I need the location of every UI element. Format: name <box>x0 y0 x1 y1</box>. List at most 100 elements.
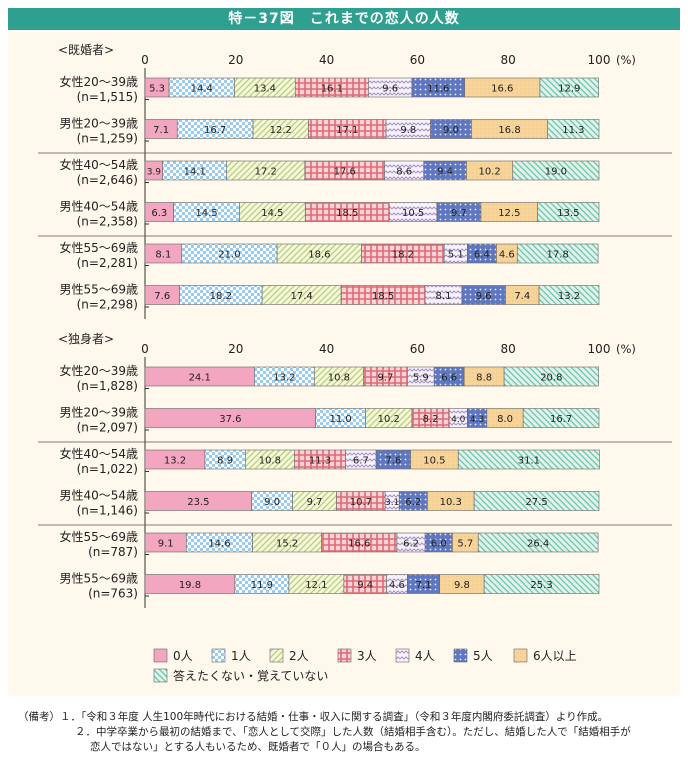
bar-data-label: 4.6 <box>389 580 405 591</box>
bar-data-label: 9.6 <box>382 84 398 95</box>
bar-data-label: 19.0 <box>545 167 567 178</box>
legend-swatch <box>513 648 528 663</box>
bar-data-label: 19.8 <box>179 580 201 591</box>
bar-data-label: 6.4 <box>474 250 490 261</box>
panel-label: <既婚者> <box>58 43 114 57</box>
bar-data-label: 6.2 <box>405 497 421 508</box>
row-n-label: (n=763) <box>88 587 138 601</box>
bar-data-label: 24.1 <box>189 373 211 384</box>
x-tick-label: 20 <box>228 53 243 67</box>
row-n-label: (n=1,828) <box>77 379 138 393</box>
bar-data-label: 9.8 <box>454 580 470 591</box>
bar-data-label: 9.6 <box>476 291 492 302</box>
bar-data-label: 16.7 <box>204 125 226 136</box>
bar-data-label: 3.1 <box>385 498 399 508</box>
bar-data-label: 10.3 <box>440 497 462 508</box>
x-tick-label: 80 <box>501 53 516 67</box>
bar-data-label: 14.5 <box>195 208 217 219</box>
bar-data-label: 16.1 <box>321 84 343 95</box>
bar-segment <box>539 77 599 98</box>
bar-data-label: 21.0 <box>218 250 240 261</box>
bar-data-label: 13.2 <box>164 456 186 467</box>
bar-data-label: 18.5 <box>372 291 394 302</box>
note-line-3: 恋人ではない」とする人もいるため、既婚者で「０人」の場合もある。 <box>90 741 426 753</box>
x-tick-label: 100 <box>588 342 611 356</box>
row-label: 女性20～39歳 <box>59 363 138 378</box>
bar-data-label: 11.3 <box>562 125 584 136</box>
bar-segment <box>512 160 600 181</box>
legend-label: 4人 <box>415 649 435 663</box>
bar-segment <box>473 491 600 511</box>
bar-data-label: 10.8 <box>259 456 281 467</box>
x-tick-label: 40 <box>319 342 334 356</box>
row-n-label: (n=2,298) <box>77 298 138 312</box>
bar-data-label: 6.0 <box>431 539 447 550</box>
legend-label: 答えたくない・覚えていない <box>173 668 328 683</box>
row-label: 女性55～69歳 <box>59 529 138 544</box>
bar-data-label: 4.6 <box>499 250 515 261</box>
bar-segment <box>547 119 600 139</box>
row-n-label: (n=2,281) <box>77 256 138 270</box>
bar-row: 女性40～54歳(n=2,646) 3.9 14.1 17.2 17.6 8.6 9.4 10… <box>59 157 600 187</box>
bar-data-label: 20.8 <box>540 373 562 384</box>
bar-data-label: 25.3 <box>530 580 552 591</box>
bar-row: 男性40～54歳(n=1,146) 23.5 9.0 9.7 10.7 3.1 6.2 10.… <box>59 489 600 518</box>
chart-title: 特－37図 これまでの恋人の人数 <box>8 8 680 30</box>
bar-data-label: 17.2 <box>255 167 277 178</box>
legend-swatch <box>211 648 226 663</box>
bar-segment <box>457 449 600 470</box>
bar-data-label: 18.5 <box>336 208 358 219</box>
bar-data-label: 14.1 <box>184 167 206 178</box>
legend-label: 1人 <box>231 649 251 663</box>
bar-data-label: 12.2 <box>270 125 292 136</box>
bar-data-label: 10.7 <box>350 497 372 508</box>
bar-data-label: 8.8 <box>476 373 492 384</box>
x-tick-label: 0 <box>141 342 149 356</box>
chart-panel: <既婚者> 0 20 40 60 80 100 (%) 女性20～39歳 (n=1,515) 5.3… <box>8 32 680 696</box>
bar-data-label: 5.9 <box>413 373 429 384</box>
legend-swatch <box>269 648 284 663</box>
row-label: 男性40～54歳 <box>59 489 138 503</box>
bar-data-label: 5.3 <box>149 84 165 95</box>
row-label: 男性20～39歳 <box>59 117 138 131</box>
bar-row: 女性20～39歳(n=1,515) 5.3 14.4 13.4 16.1 9.6 11.6 1… <box>59 74 599 104</box>
bar-data-label: 8.6 <box>396 167 412 178</box>
bar-data-label: 7.1 <box>416 580 432 591</box>
bar-data-label: 9.8 <box>400 125 416 136</box>
bar-data-label: 10.5 <box>423 456 445 467</box>
row-n-label: (n=1,146) <box>77 504 138 518</box>
bar-data-label: 9.4 <box>437 167 453 178</box>
bar-data-label: 8.9 <box>217 456 233 467</box>
legend-label: 6人以上 <box>533 649 577 663</box>
x-tick-label: 40 <box>319 53 334 67</box>
legend-swatch <box>395 648 410 663</box>
bar-data-label: 8.1 <box>155 250 171 261</box>
x-tick-label: 0 <box>141 53 149 67</box>
bar-data-label: 6.3 <box>151 208 167 219</box>
bar-data-label: 11.3 <box>309 456 331 467</box>
x-unit-label: (%) <box>616 342 636 356</box>
bar-segment <box>538 285 600 305</box>
row-label: 女性40～54歳 <box>59 446 138 461</box>
bar-data-label: 27.5 <box>525 497 547 508</box>
bar-row: 男性20～39歳(n=1,259) 7.1 16.7 12.2 17.1 9.8 9.0 16… <box>59 117 600 146</box>
bar-data-label: 9.4 <box>357 580 373 591</box>
bar-data-label: 9.7 <box>377 373 393 384</box>
row-n-label: (n=787) <box>88 545 138 559</box>
row-label: 女性55～69歳 <box>59 240 138 255</box>
bar-data-label: 6.6 <box>441 373 457 384</box>
legend-label: 0人 <box>173 649 193 663</box>
bar-row: 男性40～54歳(n=2,358) 6.3 14.5 14.5 18.5 10.5 9.7 1… <box>59 200 600 229</box>
bar-data-label: 16.7 <box>550 414 572 425</box>
x-tick-label: 20 <box>228 342 243 356</box>
row-n-label: (n=2,097) <box>77 421 138 435</box>
row-n-label: (n=2,358) <box>77 215 138 229</box>
row-n-label: (n=2,646) <box>77 173 138 187</box>
bar-data-label: 7.1 <box>153 125 169 136</box>
bar-data-label: 9.0 <box>264 497 280 508</box>
bar-data-label: 8.0 <box>497 414 513 425</box>
bar-data-label: 15.2 <box>276 539 298 550</box>
bar-data-label: 4.3 <box>470 415 484 425</box>
bar-data-label: 7.6 <box>154 291 170 302</box>
bar-data-label: 12.5 <box>498 208 520 219</box>
